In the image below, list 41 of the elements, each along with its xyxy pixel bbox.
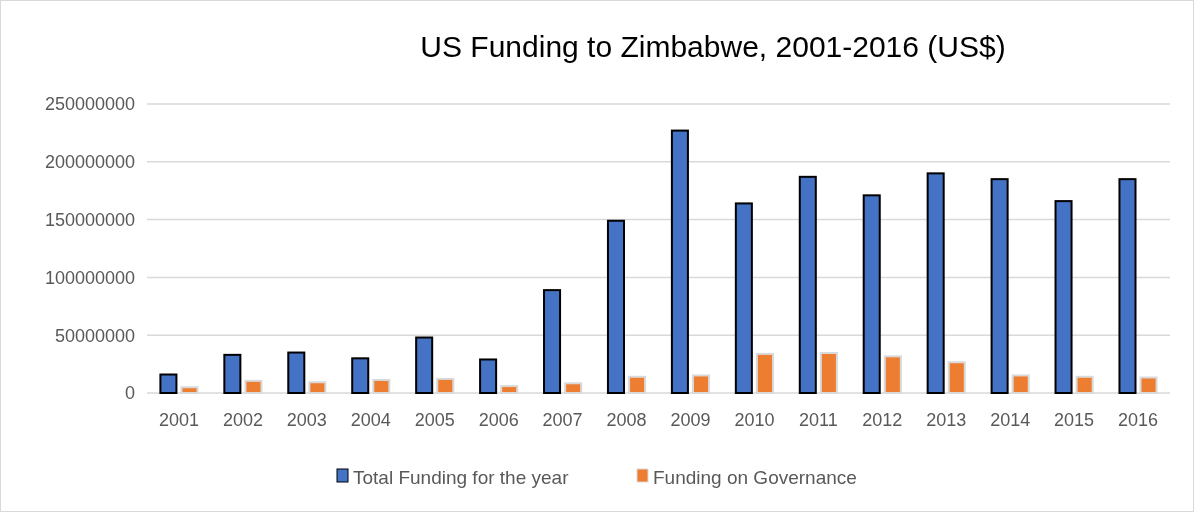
legend-label: Funding on Governance [653, 466, 857, 488]
bar [479, 358, 498, 394]
x-tick-label: 2011 [798, 410, 838, 430]
legend-label: Total Funding for the year [353, 466, 570, 488]
bar [1118, 178, 1137, 394]
chart-title: US Funding to Zimbabwe, 2001-2016 (US$) [420, 30, 1006, 63]
x-tick-label: 2005 [414, 410, 455, 430]
bar [798, 175, 817, 394]
y-tick-label: 250000000 [44, 94, 135, 115]
x-tick-label: 2014 [990, 410, 1031, 430]
x-tick-label: 2012 [862, 410, 903, 430]
y-tick-label: 200000000 [44, 152, 135, 173]
x-tick-label: 2008 [606, 410, 647, 430]
y-tick-label: 0 [124, 383, 135, 404]
bar [415, 336, 434, 394]
x-tick-label: 2003 [286, 410, 327, 430]
x-tick-label: 2010 [734, 410, 775, 430]
bar [862, 194, 881, 394]
bar [670, 129, 689, 394]
y-tick-label: 150000000 [44, 209, 135, 230]
bar [287, 351, 306, 394]
x-tick-label: 2004 [350, 410, 391, 430]
bar [351, 357, 370, 394]
bar [990, 178, 1009, 394]
y-tick-label: 50000000 [54, 325, 135, 346]
x-tick-label: 2006 [478, 410, 519, 430]
y-tick-label: 100000000 [44, 267, 135, 288]
bar [159, 373, 178, 394]
x-tick-label: 2016 [1118, 410, 1159, 430]
x-tick-label: 2002 [222, 410, 263, 430]
bar [543, 289, 562, 394]
bar [734, 202, 753, 394]
bar [1054, 200, 1073, 394]
x-tick-label: 2015 [1054, 410, 1095, 430]
x-tick-label: 2009 [670, 410, 711, 430]
bar [926, 172, 945, 394]
x-tick-label: 2001 [158, 410, 199, 430]
bar [606, 219, 625, 394]
x-tick-label: 2007 [542, 410, 583, 430]
x-tick-label: 2013 [926, 410, 967, 430]
bar [223, 353, 242, 394]
